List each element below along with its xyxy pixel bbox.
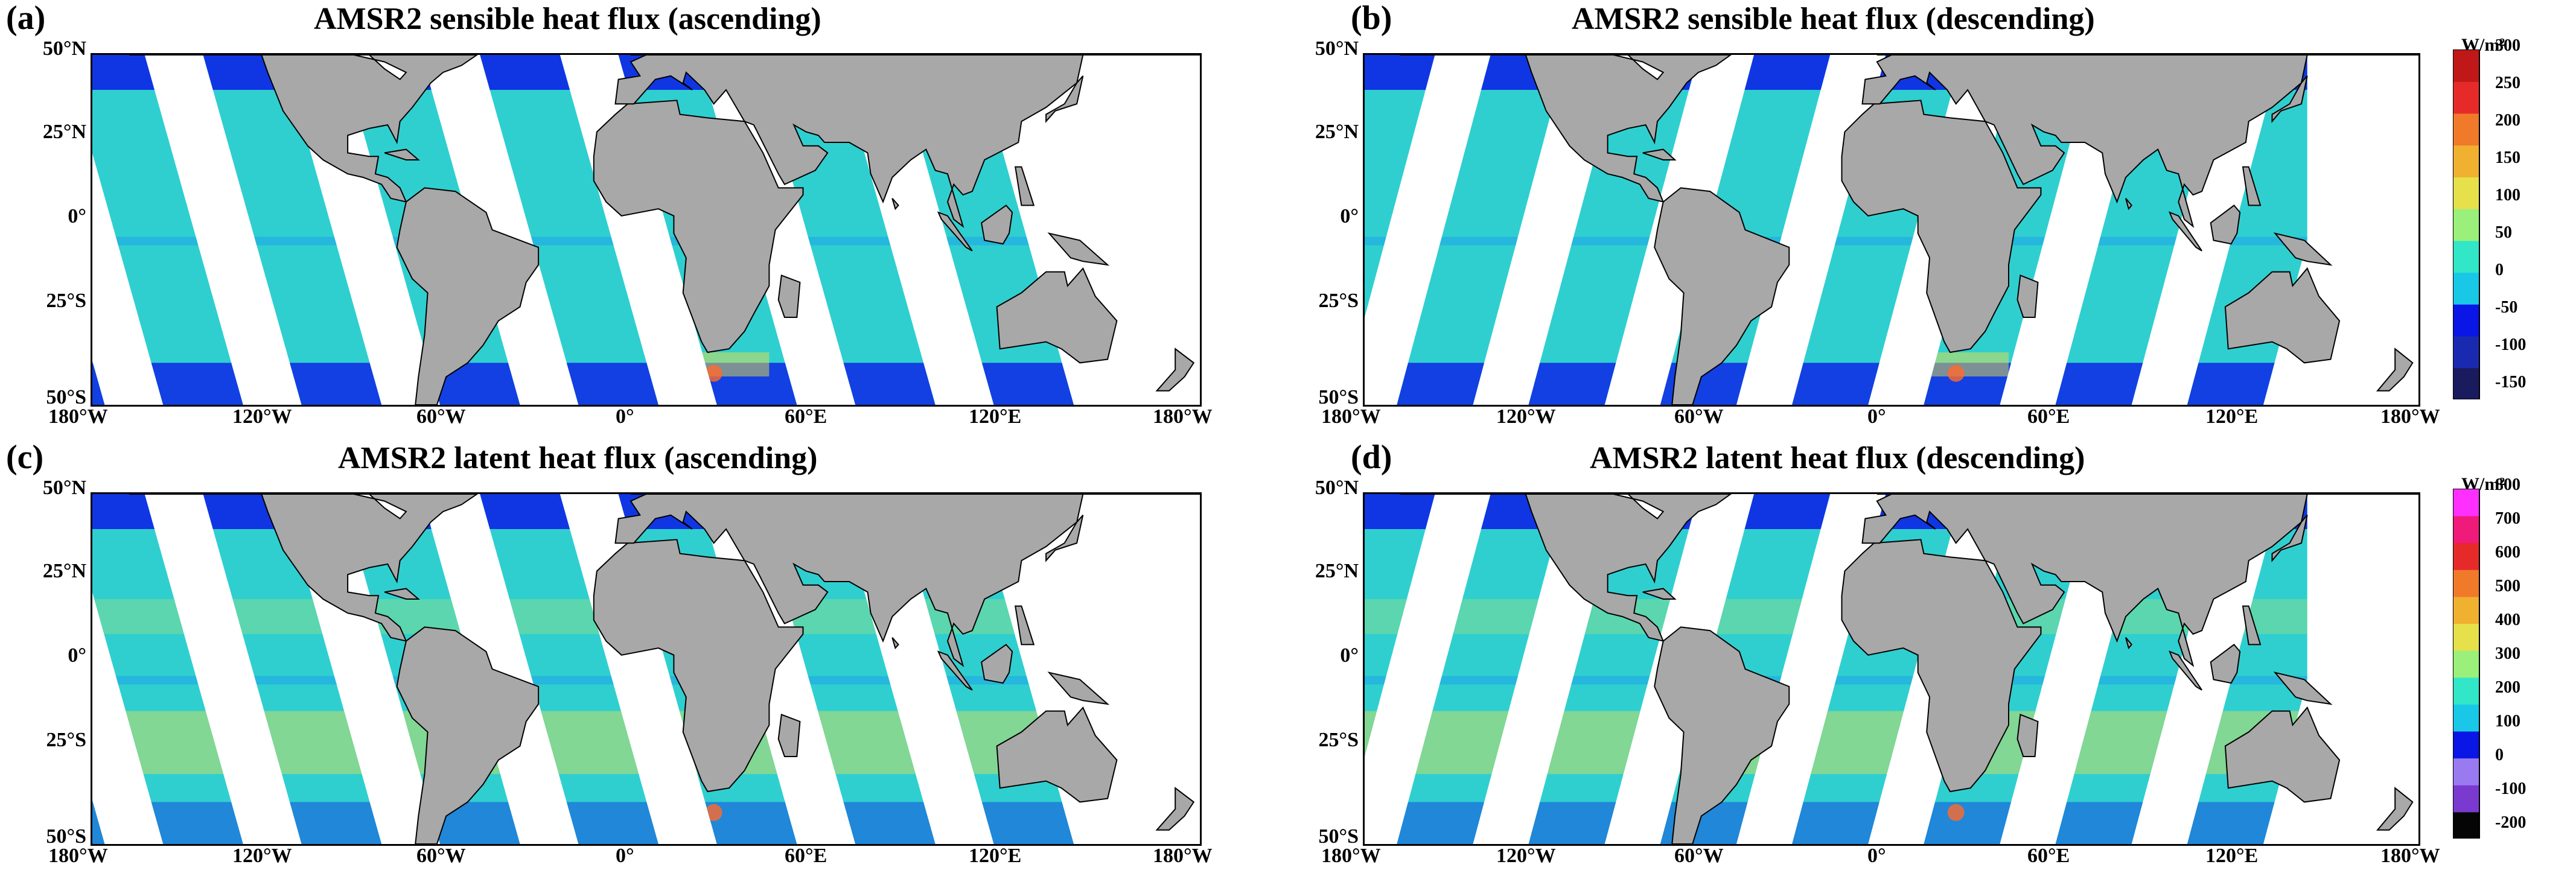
- colorbar-tick: 600: [2495, 543, 2520, 562]
- y-tick-label: 25°S: [46, 290, 86, 312]
- colorbar-tick: 50: [2495, 223, 2512, 242]
- colorbar-latent: [2453, 489, 2480, 839]
- swath-map: [1365, 55, 2418, 405]
- x-tick-label: 120°W: [232, 405, 292, 428]
- x-tick-label: 0°: [616, 845, 634, 867]
- x-tick-label: 60°E: [785, 405, 827, 428]
- y-tick-label: 50°S: [46, 825, 86, 848]
- panel-title: AMSR2 sensible heat flux (ascending): [314, 2, 821, 36]
- y-tick-label: 25°N: [42, 560, 86, 582]
- x-tick-label: 60°W: [1674, 845, 1724, 867]
- panel-label: (d): [1351, 439, 1392, 476]
- x-tick-label: 60°W: [416, 845, 466, 867]
- map-frame: [1363, 53, 2420, 407]
- colorbar-tick: -100: [2495, 335, 2527, 354]
- colorbar-sensible: [2453, 49, 2480, 399]
- colorbar-tick: -150: [2495, 373, 2527, 392]
- colorbar-tick: 700: [2495, 509, 2520, 528]
- x-tick-label: 120°W: [1496, 845, 1556, 867]
- panel-c: (c) AMSR2 latent heat flux (ascending) 5…: [0, 439, 1288, 878]
- x-tick-label: 0°: [1867, 845, 1886, 867]
- x-tick-label: 120°E: [2205, 405, 2259, 428]
- map-frame: [1363, 492, 2420, 846]
- panel-a: (a) AMSR2 sensible heat flux (ascending)…: [0, 0, 1288, 439]
- colorbar-tick: 0: [2495, 261, 2504, 279]
- y-tick-label: 25°S: [1318, 729, 1359, 751]
- y-tick-label: 0°: [68, 205, 86, 227]
- swath-map: [92, 55, 1200, 405]
- x-tick-label: 180°W: [1153, 845, 1213, 867]
- colorbar-tick: 500: [2495, 577, 2520, 595]
- y-tick-label: 0°: [68, 644, 86, 667]
- x-tick-label: 180°W: [1153, 405, 1213, 428]
- colorbar-tick: 800: [2495, 475, 2520, 494]
- colorbar-tick: 150: [2495, 148, 2520, 167]
- x-tick-label: 120°E: [969, 405, 1022, 428]
- y-tick-label: 25°N: [42, 121, 86, 143]
- x-tick-label: 180°W: [1321, 845, 1381, 867]
- y-tick-label: 50°N: [1315, 477, 1359, 499]
- x-tick-label: 180°W: [48, 845, 108, 867]
- x-tick-label: 0°: [616, 405, 634, 428]
- panel-d: (d) AMSR2 latent heat flux (descending) …: [1288, 439, 2576, 878]
- panel-b: (b) AMSR2 sensible heat flux (descending…: [1288, 0, 2576, 439]
- y-tick-label: 50°S: [46, 386, 86, 408]
- panel-title: AMSR2 sensible heat flux (descending): [1572, 2, 2095, 36]
- x-tick-label: 60°E: [2027, 405, 2070, 428]
- swath-map: [1365, 494, 2418, 844]
- y-tick-label: 0°: [1340, 644, 1359, 667]
- panel-title: AMSR2 latent heat flux (ascending): [338, 441, 818, 475]
- panel-title: AMSR2 latent heat flux (descending): [1590, 441, 2085, 475]
- y-tick-label: 25°S: [46, 729, 86, 751]
- x-tick-label: 60°E: [2027, 845, 2070, 867]
- map-frame: [91, 53, 1202, 407]
- panel-label: (a): [6, 0, 46, 37]
- colorbar-tick: 100: [2495, 186, 2520, 205]
- x-tick-label: 180°W: [48, 405, 108, 428]
- x-tick-label: 120°W: [232, 845, 292, 867]
- panel-label: (b): [1351, 0, 1392, 37]
- colorbar-tick: -50: [2495, 298, 2518, 317]
- x-tick-label: 180°W: [2380, 845, 2440, 867]
- x-tick-label: 120°W: [1496, 405, 1556, 428]
- colorbar-tick: 400: [2495, 611, 2520, 629]
- x-tick-label: 180°W: [2380, 405, 2440, 428]
- panel-label: (c): [6, 439, 44, 476]
- x-tick-label: 0°: [1867, 405, 1886, 428]
- colorbar-tick: 100: [2495, 712, 2520, 731]
- x-tick-label: 120°E: [2205, 845, 2259, 867]
- x-tick-label: 60°W: [416, 405, 466, 428]
- map-frame: [91, 492, 1202, 846]
- y-tick-label: 50°N: [42, 477, 86, 499]
- colorbar-tick: 0: [2495, 746, 2504, 764]
- y-tick-label: 50°S: [1318, 386, 1359, 408]
- colorbar-tick: -200: [2495, 813, 2527, 832]
- y-tick-label: 25°N: [1315, 560, 1359, 582]
- colorbar-tick: 200: [2495, 111, 2520, 130]
- y-tick-label: 50°N: [1315, 37, 1359, 60]
- colorbar-tick: 300: [2495, 36, 2520, 55]
- colorbar-tick: -100: [2495, 779, 2527, 798]
- x-tick-label: 180°W: [1321, 405, 1381, 428]
- x-tick-label: 60°W: [1674, 405, 1724, 428]
- y-tick-label: 50°N: [42, 37, 86, 60]
- colorbar-tick: 250: [2495, 74, 2520, 92]
- y-tick-label: 25°S: [1318, 290, 1359, 312]
- swath-map: [92, 494, 1200, 844]
- x-tick-label: 60°E: [785, 845, 827, 867]
- y-tick-label: 0°: [1340, 205, 1359, 227]
- y-tick-label: 25°N: [1315, 121, 1359, 143]
- y-tick-label: 50°S: [1318, 825, 1359, 848]
- colorbar-tick: 300: [2495, 644, 2520, 663]
- x-tick-label: 120°E: [969, 845, 1022, 867]
- colorbar-tick: 200: [2495, 678, 2520, 697]
